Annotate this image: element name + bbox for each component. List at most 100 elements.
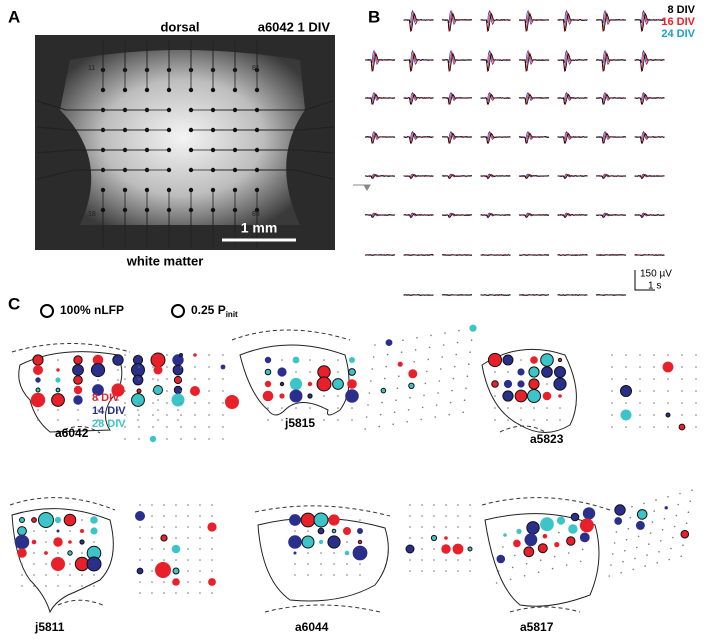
electrode	[144, 87, 150, 93]
lfp-trace	[403, 12, 434, 32]
nlfp-dot	[152, 366, 154, 368]
nlfp-dot	[137, 419, 139, 421]
lfp-trace	[557, 12, 588, 32]
nlfp-dot	[677, 503, 679, 506]
nlfp-dot	[331, 528, 337, 534]
nlfp-dot	[63, 513, 77, 527]
nlfp-dot	[530, 356, 538, 364]
lfp-trace	[557, 254, 588, 256]
nlfp-dot	[317, 527, 325, 535]
lfp-trace	[518, 130, 550, 140]
nlfp-dot	[620, 571, 622, 574]
nlfp-dot	[405, 544, 415, 554]
nlfp-dot	[421, 537, 423, 539]
lfp-trace	[403, 51, 434, 72]
electrode	[232, 207, 238, 213]
lfp-trace	[557, 294, 588, 296]
trace-lead	[36, 100, 169, 111]
nlfp-dot	[625, 402, 627, 404]
nlfp-dot	[568, 524, 578, 534]
nlfp-dot	[678, 423, 686, 431]
lfp-trace	[441, 213, 473, 218]
nlfp-dot	[695, 414, 697, 416]
nlfp-dot	[131, 393, 145, 407]
nlfp-dot	[680, 529, 690, 539]
nlfp-dot	[163, 592, 165, 594]
nlfp-dot	[523, 575, 526, 577]
nlfp-dot	[680, 555, 682, 557]
nlfp-dot	[294, 563, 296, 565]
nlfp-dot	[413, 361, 416, 363]
nlfp-dot	[79, 539, 85, 545]
nlfp-dot	[136, 567, 144, 575]
nlfp-dot	[151, 559, 153, 561]
nlfp-dot	[624, 549, 626, 552]
nlfp-dot	[307, 381, 313, 387]
lfp-trace	[364, 254, 396, 256]
nlfp-dot	[469, 526, 471, 528]
trace-lead	[36, 126, 169, 131]
electrode-array	[36, 40, 334, 248]
nlfp-dot	[667, 390, 669, 392]
lfp-trace	[442, 130, 473, 140]
nlfp-dot	[639, 414, 641, 416]
nlfp-dot	[434, 416, 437, 418]
lfp-trace	[480, 294, 511, 296]
lfp-trace	[595, 9, 627, 26]
nlfp-dot	[435, 404, 438, 406]
nlfp-dot	[307, 393, 313, 399]
nlfp-dot	[175, 515, 177, 517]
nlfp-dot	[293, 551, 297, 555]
nlfp-dot	[132, 374, 144, 386]
nlfp-dot	[469, 351, 472, 354]
electrode	[210, 107, 216, 113]
nlfp-dot	[264, 356, 272, 364]
nlfp-dot	[301, 535, 315, 549]
nlfp-dot	[570, 512, 580, 522]
electrode	[188, 147, 194, 153]
nlfp-dot	[468, 363, 470, 366]
legend-label: 14 DIV	[92, 405, 126, 417]
nlfp-dot	[208, 390, 210, 392]
electrode	[122, 207, 128, 213]
nlfp-dot	[346, 519, 348, 521]
nlfp-dot	[679, 492, 681, 495]
nlfp-dot	[295, 419, 297, 421]
nlfp-dot	[517, 380, 525, 388]
electrode	[210, 207, 216, 213]
nlfp-dot	[420, 418, 423, 421]
nlfp-dot	[386, 353, 389, 356]
nlfp-dot	[620, 385, 632, 397]
lfp-trace	[364, 130, 396, 140]
nlfp-dot	[194, 438, 196, 440]
nlfp-dot	[385, 365, 388, 368]
electrode	[210, 167, 216, 173]
nlfp-dot	[509, 578, 512, 581]
nlfp-dot	[673, 525, 676, 528]
nlfp-dot	[309, 407, 311, 409]
nlfp-dot	[469, 324, 477, 332]
nlfp-dot	[639, 366, 641, 368]
nlfp-dot	[346, 563, 348, 565]
nlfp-dot	[172, 567, 180, 575]
nlfp-dot	[409, 570, 411, 572]
nlfp-dot	[513, 539, 521, 548]
nlfp-dot	[194, 378, 196, 380]
nlfp-dot	[138, 354, 140, 356]
lfp-trace	[634, 131, 665, 144]
nlfp-dot	[45, 530, 47, 532]
nlfp-dot	[374, 344, 376, 346]
lfp-trace	[518, 131, 550, 144]
lfp-trace	[518, 52, 550, 72]
outline	[9, 497, 116, 511]
nlfp-dot	[507, 407, 509, 409]
nlfp-dot	[695, 354, 697, 356]
nlfp-dot	[187, 504, 189, 506]
nlfp-dot	[653, 414, 655, 416]
nlfp-dot	[180, 438, 182, 440]
nlfp-dot	[465, 387, 467, 390]
nlfp-dot	[199, 581, 201, 583]
nlfp-dot	[166, 390, 168, 392]
nlfp-dot	[441, 544, 451, 554]
